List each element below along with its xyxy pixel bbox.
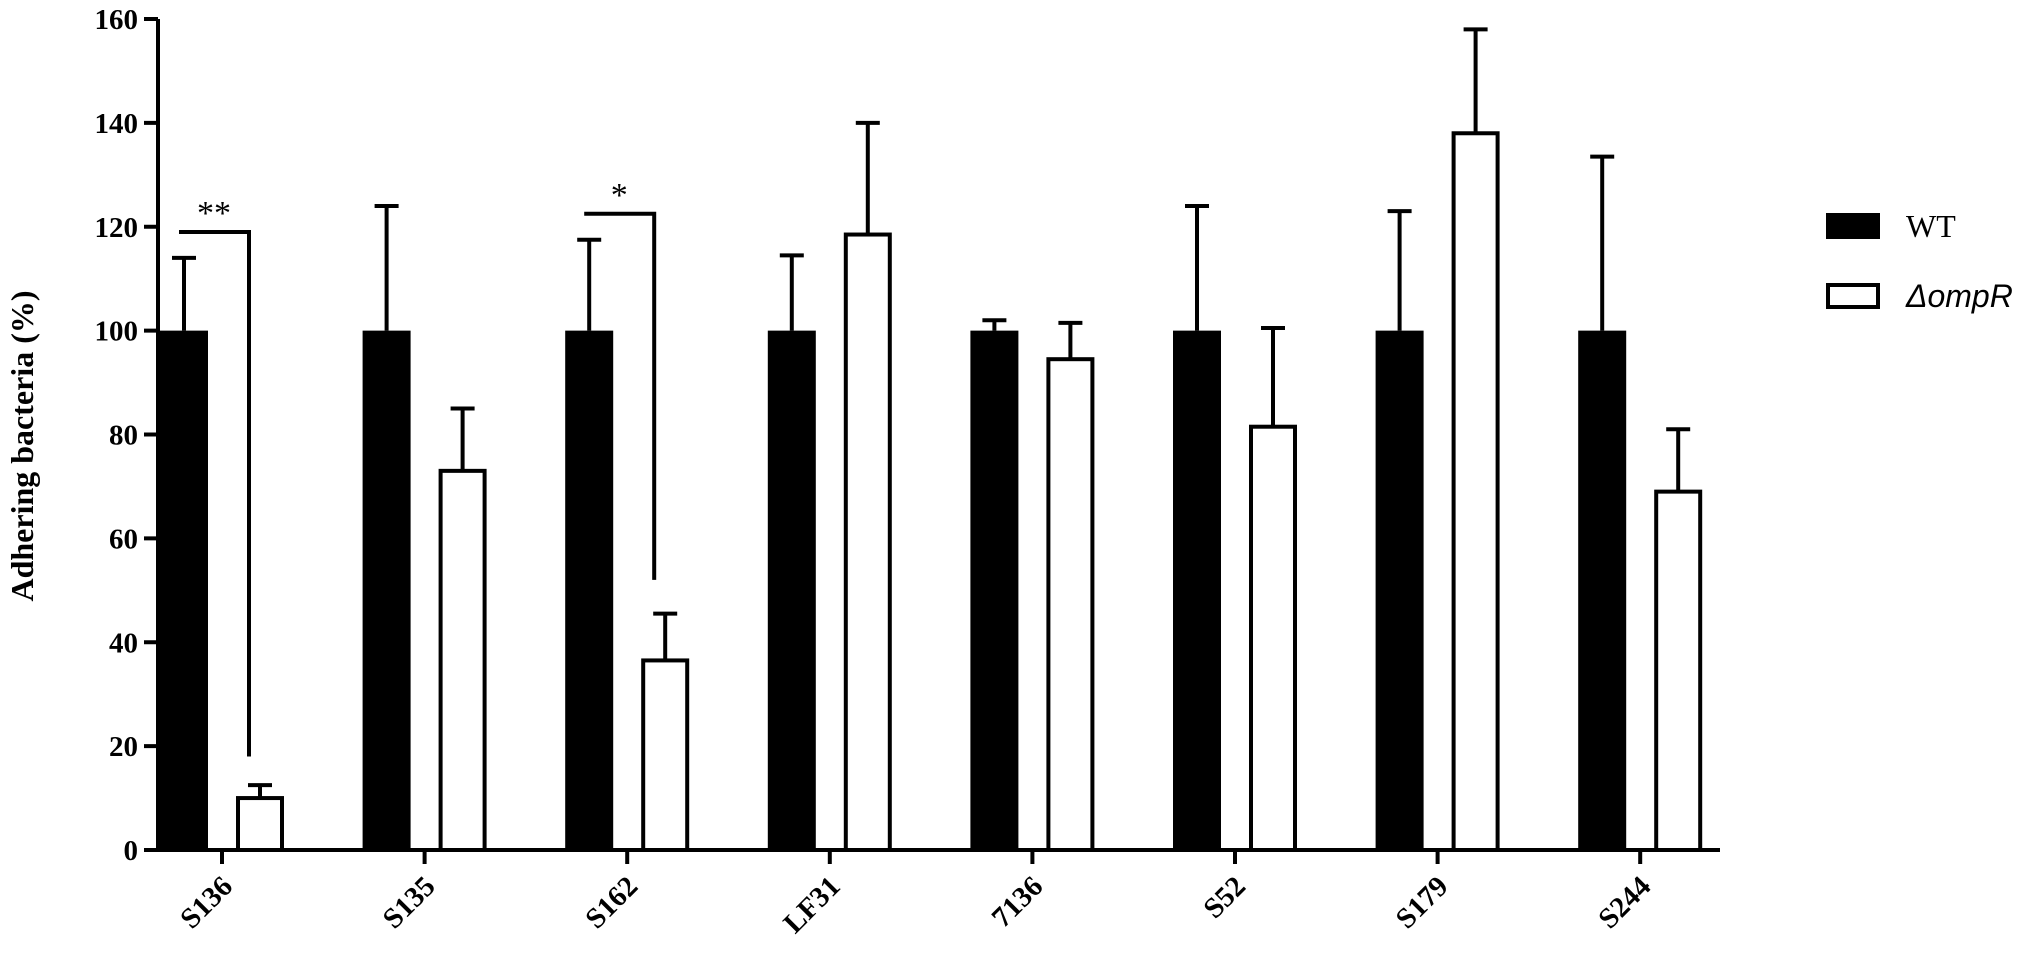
bar-wt-s136: [160, 330, 208, 850]
bar-wt-lf31: [767, 330, 816, 850]
x-tick-label: S162: [579, 870, 644, 935]
significance-label: **: [197, 195, 231, 232]
y-tick-label: 20: [109, 731, 138, 763]
significance-bracket: [584, 211, 657, 580]
bar-wt-s162: [565, 330, 614, 850]
y-tick-label: 140: [95, 108, 139, 140]
y-tick-label: 0: [124, 835, 139, 867]
y-tick-label: 40: [109, 627, 138, 659]
y-axis: 0 20 40 60 80 100 120 140 160: [95, 4, 160, 867]
x-tick-label: S244: [1592, 870, 1657, 935]
x-tick-label: LF31: [777, 870, 846, 939]
x-tick-label: S179: [1390, 870, 1455, 935]
legend-label: WT: [1906, 208, 1956, 244]
y-axis-label: Adhering bacteria (%): [4, 290, 40, 601]
significance-annotations: ** *: [179, 177, 657, 757]
bar-ompr-lf31: [843, 232, 892, 852]
y-tick-label: 160: [95, 4, 139, 36]
bar-wt-s179: [1375, 330, 1424, 850]
legend-label: ΔompR: [1905, 278, 2013, 314]
bar-wt-7136: [970, 330, 1019, 850]
bar-ompr-s179: [1451, 131, 1500, 852]
bar-wt-s135: [362, 330, 411, 850]
bar-wt-s52: [1173, 330, 1221, 850]
x-tick-label: 7136: [986, 870, 1050, 934]
significance-bracket: [179, 229, 251, 757]
bar-ompr-7136: [1046, 357, 1095, 852]
y-tick-label: 80: [109, 420, 138, 452]
bar-ompr-s135: [438, 468, 487, 852]
bar-ompr-s244: [1654, 489, 1703, 852]
x-tick-label: S136: [174, 870, 239, 935]
legend: WT ΔompR: [1826, 208, 2013, 314]
y-tick-label: 100: [95, 316, 139, 348]
y-tick-label: 60: [109, 523, 138, 555]
legend-swatch-wt: [1826, 213, 1880, 239]
significance-label: *: [611, 177, 628, 214]
bars: [160, 27, 1703, 852]
x-tick-label: S52: [1197, 870, 1252, 925]
bar-ompr-s52: [1249, 424, 1297, 852]
x-tick-label: S135: [377, 870, 442, 935]
y-tick-label: 120: [95, 212, 139, 244]
bar-ompr-s136: [236, 796, 284, 852]
legend-swatch-ompr: [1826, 283, 1880, 309]
bar-ompr-s162: [641, 658, 690, 852]
bar-wt-s244: [1578, 330, 1627, 850]
x-axis: S136 S135 S162 LF31 7136 S52 S179 S244: [156, 848, 1720, 940]
